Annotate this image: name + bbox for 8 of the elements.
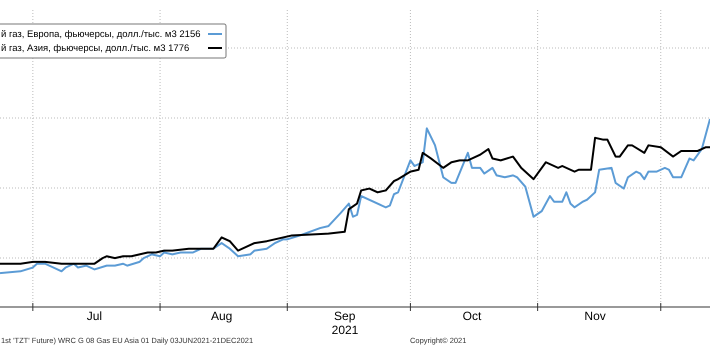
legend-label: й газ, Европа, фьючерсы, долл./тыс. м3 2156	[1, 29, 201, 40]
x-tick-label: Nov	[584, 309, 606, 323]
x-tick-label: Oct	[462, 309, 482, 323]
x-axis-title: 2021	[332, 323, 359, 337]
legend-label: й газ, Азия, фьючерсы, долл./тыс. м3 1776	[1, 43, 190, 54]
x-tick-label: Sep	[334, 309, 356, 323]
x-tick-label: Jul	[86, 309, 102, 323]
x-tick-label: Aug	[210, 309, 232, 323]
